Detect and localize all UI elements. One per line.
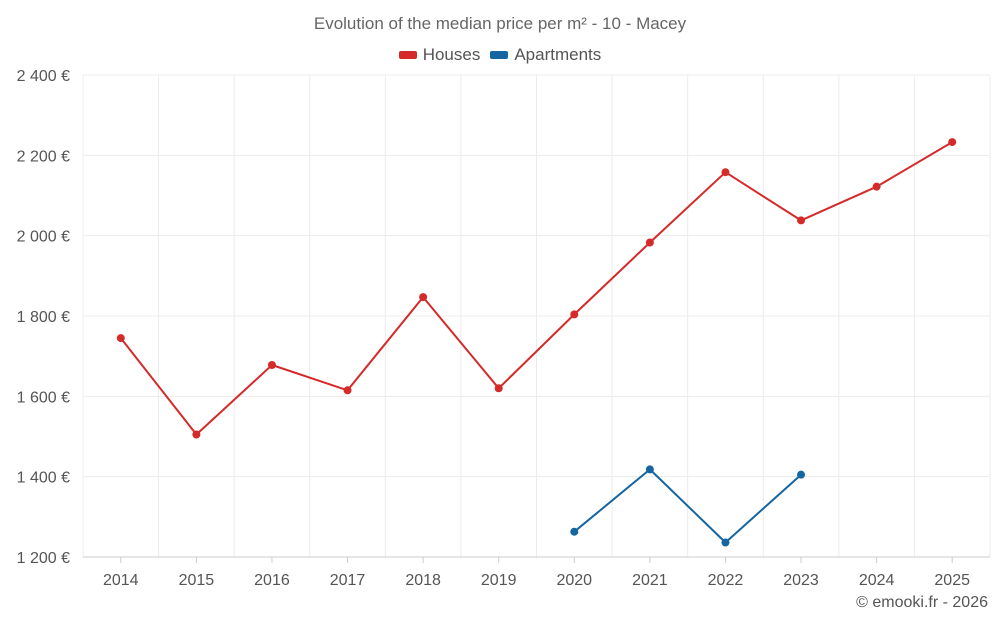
x-tick-label: 2016 (254, 572, 290, 589)
y-tick-label: 2 000 € (17, 229, 70, 246)
data-point-houses (872, 182, 881, 191)
data-point-houses (192, 430, 201, 439)
data-point-houses (797, 216, 806, 225)
legend-label-houses: Houses (422, 45, 481, 64)
data-point-apartments (721, 538, 730, 547)
x-tick-label: 2021 (632, 572, 668, 589)
chart-legend: Houses Apartments (0, 45, 1000, 65)
series-line-houses (120, 141, 953, 436)
data-point-houses (570, 310, 579, 319)
data-point-houses (419, 293, 428, 302)
x-tick-label: 2023 (783, 572, 819, 589)
y-tick-label: 1 800 € (17, 309, 70, 326)
y-tick-label: 1 200 € (17, 550, 70, 567)
x-tick-label: 2018 (405, 572, 441, 589)
data-point-houses (267, 361, 276, 370)
legend-item-houses[interactable]: Houses (398, 45, 481, 65)
data-point-houses (645, 238, 654, 247)
legend-item-apartments[interactable]: Apartments (490, 45, 601, 65)
data-point-houses (494, 384, 503, 393)
data-point-apartments (570, 527, 579, 536)
data-point-houses (116, 334, 125, 343)
series-line-apartments (573, 468, 802, 544)
y-tick-label: 1 400 € (17, 470, 70, 487)
x-tick-label: 2024 (859, 572, 895, 589)
y-tick-label: 2 400 € (17, 68, 70, 85)
x-tick-label: 2014 (103, 572, 139, 589)
data-point-apartments (797, 470, 806, 479)
data-point-houses (948, 138, 957, 147)
x-tick-label: 2019 (481, 572, 517, 589)
x-tick-label: 2022 (708, 572, 744, 589)
x-tick-label: 2020 (556, 572, 592, 589)
x-tick-label: 2025 (934, 572, 970, 589)
y-tick-label: 2 200 € (17, 148, 70, 165)
data-point-apartments (645, 465, 654, 474)
x-tick-label: 2015 (179, 572, 215, 589)
legend-label-apartments: Apartments (514, 45, 602, 64)
y-tick-label: 1 600 € (17, 389, 70, 406)
credit-text: © emooki.fr - 2026 (856, 594, 988, 611)
x-tick-label: 2017 (330, 572, 366, 589)
data-point-houses (343, 386, 352, 395)
legend-swatch-houses (398, 51, 417, 59)
data-point-houses (721, 168, 730, 177)
legend-swatch-apartments (490, 51, 509, 59)
chart-title: Evolution of the median price per m² - 1… (313, 14, 687, 33)
